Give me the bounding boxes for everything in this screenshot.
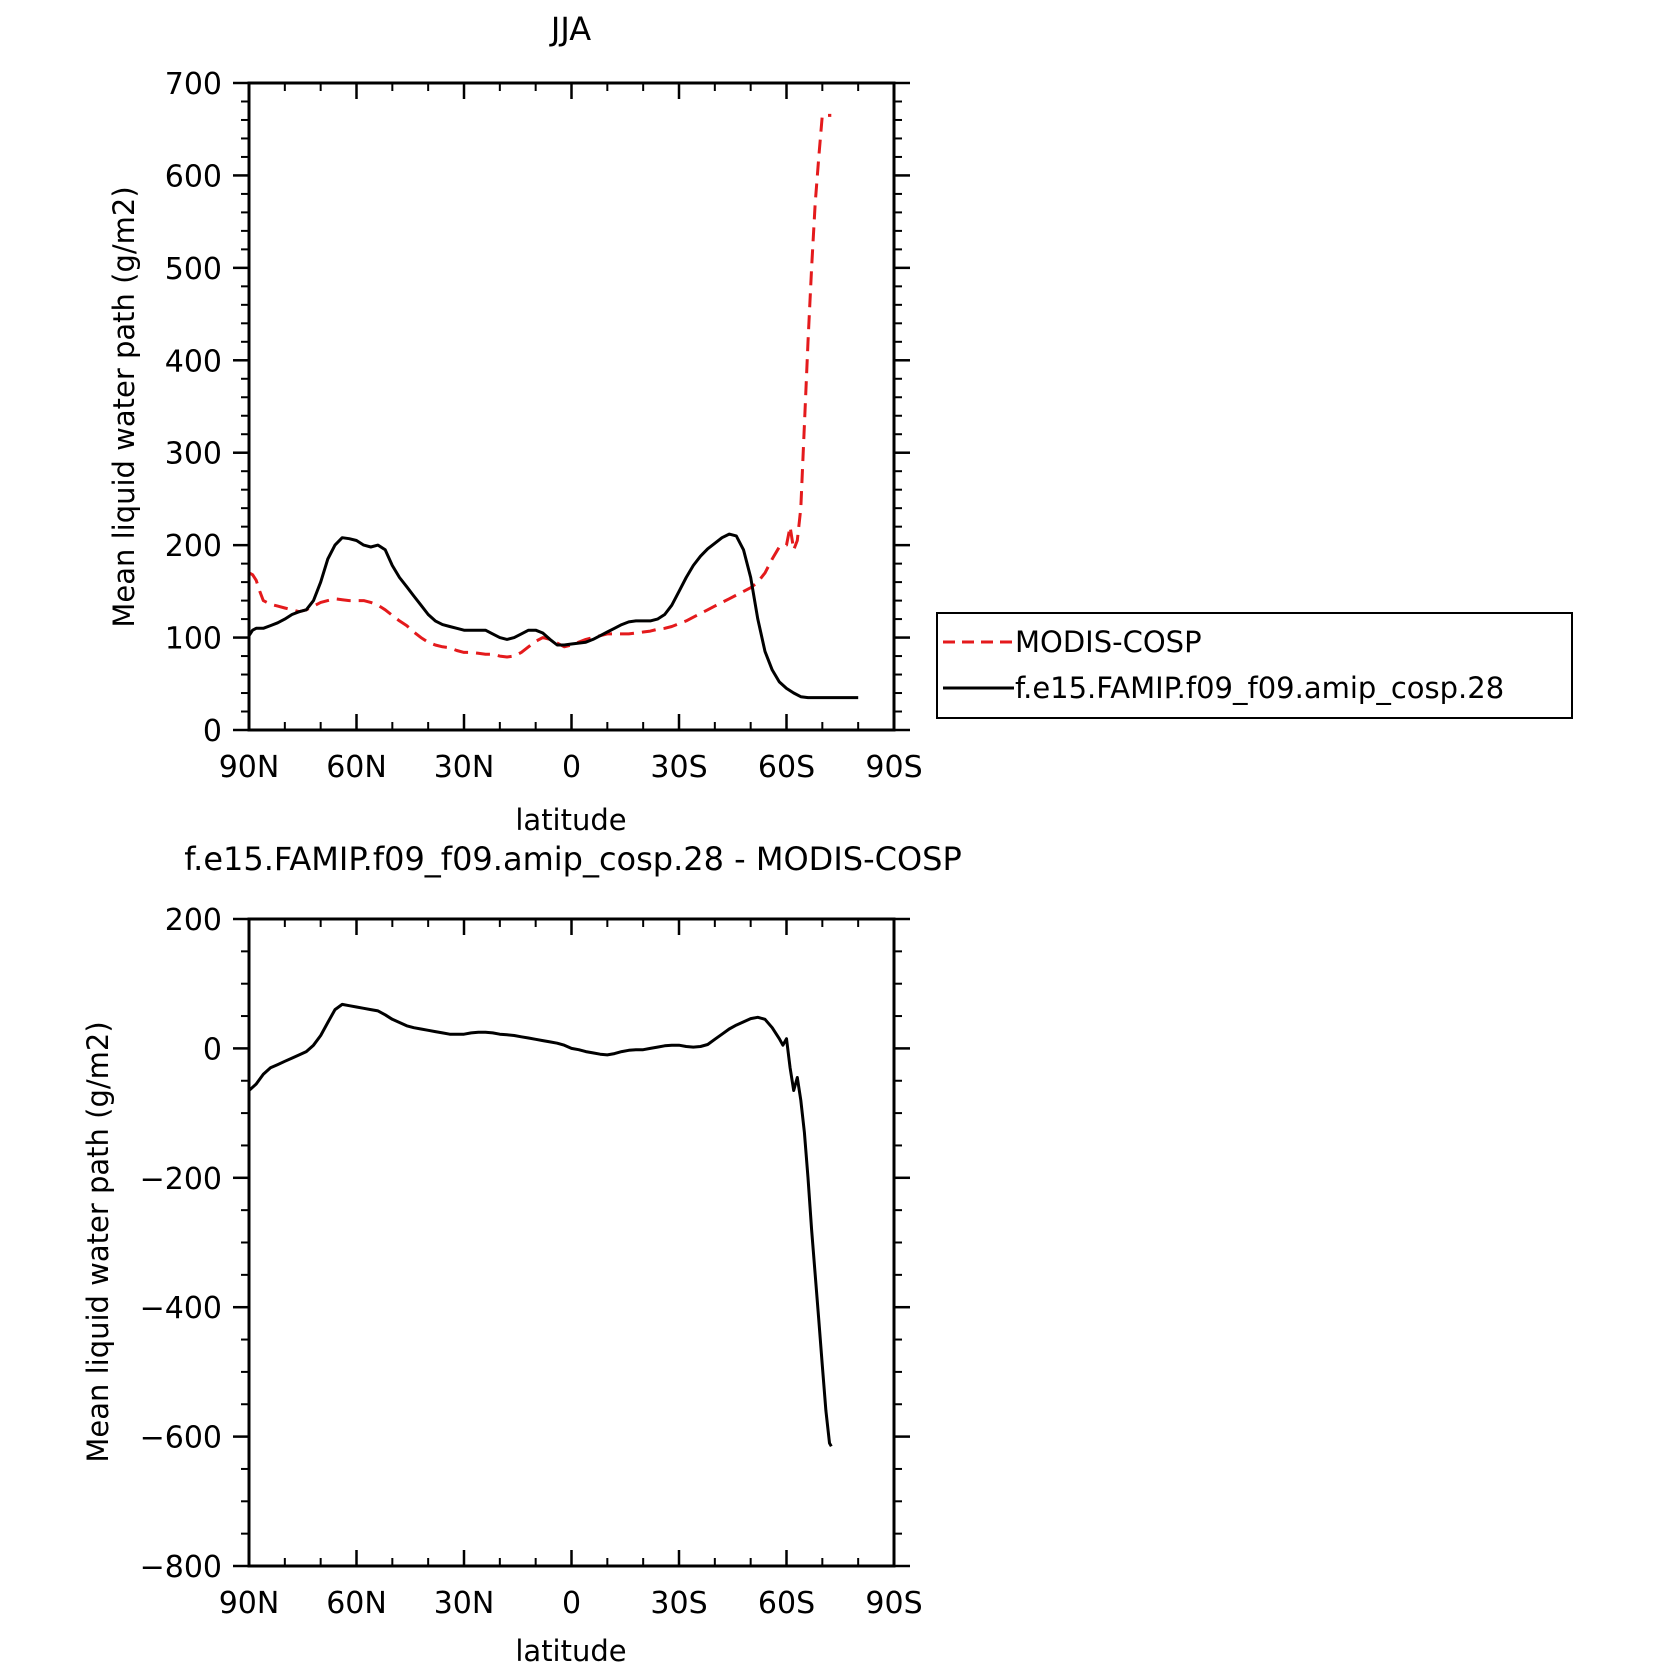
y-tick-label: 400 <box>165 344 222 379</box>
x-tick-label: 90N <box>219 750 280 785</box>
legend-label-modis: MODIS-COSP <box>1015 625 1202 659</box>
bottom-plot-frame <box>247 917 896 1568</box>
x-tick-label: 60S <box>758 750 815 785</box>
x-tick-label: 30N <box>434 1586 495 1621</box>
x-tick-label: 30S <box>650 750 707 785</box>
top-axis-ticks <box>233 81 910 732</box>
x-tick-label: 30S <box>650 1586 707 1621</box>
top-tick-labels: 90N 60N 30N 0 30S 60S 90S 0 100 200 300 400 500 600 70… <box>165 67 923 785</box>
y-tick-label: −400 <box>140 1291 222 1326</box>
bottom-x-axis-title: latitude <box>515 1634 626 1663</box>
x-tick-label: 30N <box>434 750 495 785</box>
x-tick-label: 90S <box>865 1586 922 1621</box>
bottom-panel: f.e15.FAMIP.f09_f09.amip_cosp.28 - MODIS… <box>81 840 962 1663</box>
legend-box <box>936 612 1573 719</box>
bottom-y-axis-title: Mean liquid water path (g/m2) <box>81 1021 115 1462</box>
y-tick-label: 700 <box>165 67 222 102</box>
bottom-plot-title: f.e15.FAMIP.f09_f09.amip_cosp.28 - MODIS… <box>184 840 962 878</box>
top-plot-title: JJA <box>549 10 591 48</box>
x-tick-label: 60N <box>326 750 387 785</box>
modis-cosp-line <box>249 113 832 659</box>
y-tick-label: 0 <box>203 714 222 749</box>
y-tick-label: 200 <box>165 529 222 564</box>
x-tick-label: 90S <box>865 750 922 785</box>
f-e15-famip-f09-f09-amip-cosp-28-line <box>249 532 859 700</box>
top-plot-frame <box>247 81 896 732</box>
bottom-axis-ticks <box>233 917 910 1568</box>
bottom-tick-labels: 90N 60N 30N 0 30S 60S 90S −800 −600 −400 −200 0 200 <box>140 903 923 1621</box>
x-tick-label: 0 <box>562 750 581 785</box>
legend: MODIS-COSP f.e15.FAMIP.f09_f09.amip_cosp… <box>936 612 1573 719</box>
x-tick-label: 60N <box>326 1586 387 1621</box>
y-tick-label: 200 <box>165 903 222 938</box>
y-tick-label: 500 <box>165 252 222 287</box>
legend-label-model: f.e15.FAMIP.f09_f09.amip_cosp.28 <box>1015 671 1504 705</box>
y-tick-label: −200 <box>140 1162 222 1197</box>
x-tick-label: 90N <box>219 1586 280 1621</box>
y-tick-label: −800 <box>140 1550 222 1585</box>
bottom-series-group <box>249 1002 833 1448</box>
top-series-group <box>249 113 859 700</box>
y-tick-label: 0 <box>203 1032 222 1067</box>
difference-line <box>249 1002 833 1448</box>
top-panel: JJA 90N 60N 30N 0 30S 60S 90S 0 100 200 300 400 500 6… <box>107 10 923 837</box>
x-tick-label: 60S <box>758 1586 815 1621</box>
y-tick-label: −600 <box>140 1421 222 1456</box>
top-x-axis-title: latitude <box>515 803 626 837</box>
top-y-axis-title: Mean liquid water path (g/m2) <box>107 186 141 627</box>
x-tick-label: 0 <box>562 1586 581 1621</box>
y-tick-label: 300 <box>165 437 222 472</box>
y-tick-label: 600 <box>165 159 222 194</box>
y-tick-label: 100 <box>165 622 222 657</box>
